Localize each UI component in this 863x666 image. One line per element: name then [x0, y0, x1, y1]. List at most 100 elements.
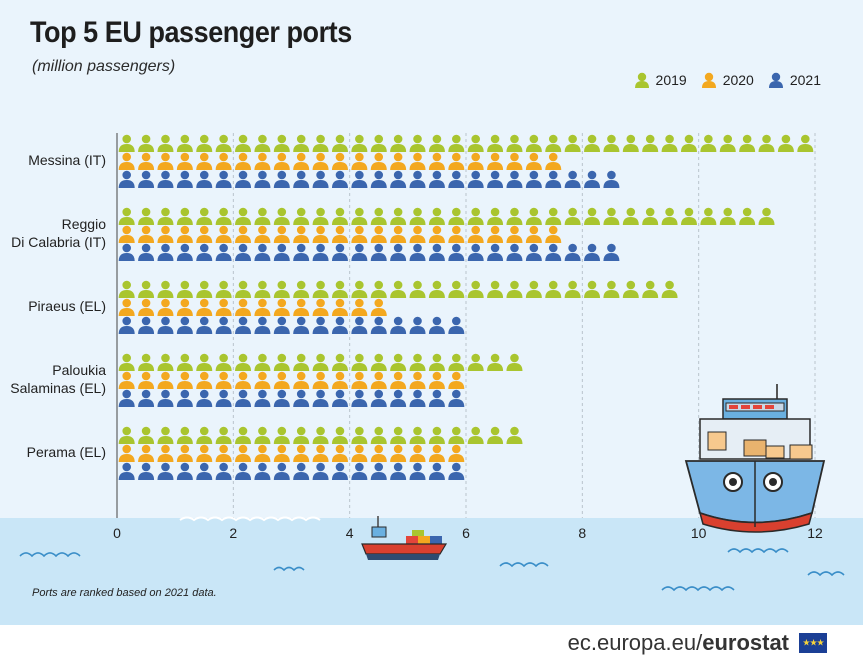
person-icon — [254, 426, 271, 444]
person-icon — [370, 462, 387, 480]
person-icon — [428, 426, 445, 444]
person-icon — [525, 280, 542, 298]
person-icon — [777, 134, 794, 152]
person-icon — [661, 207, 678, 225]
person-icon — [312, 152, 329, 170]
person-icon — [584, 243, 601, 261]
person-icon — [390, 225, 407, 243]
person-icon — [196, 134, 213, 152]
person-icon — [467, 225, 484, 243]
person-icon — [642, 134, 659, 152]
person-icon — [448, 353, 465, 371]
person-icon — [390, 316, 407, 334]
person-icon — [273, 426, 290, 444]
person-icon — [118, 444, 135, 462]
person-icon — [118, 280, 135, 298]
person-icon — [467, 426, 484, 444]
person-icon — [235, 426, 252, 444]
person-icon — [564, 207, 581, 225]
person-icon — [448, 371, 465, 389]
person-icon — [273, 225, 290, 243]
person-icon — [254, 298, 271, 316]
person-icon — [254, 152, 271, 170]
person-icon — [176, 298, 193, 316]
person-icon — [525, 134, 542, 152]
person-icon — [176, 426, 193, 444]
person-icon — [448, 170, 465, 188]
person-icon — [254, 134, 271, 152]
person-icon — [118, 298, 135, 316]
person-icon — [118, 170, 135, 188]
person-icon — [138, 170, 155, 188]
person-icon — [487, 243, 504, 261]
person-icon — [235, 243, 252, 261]
person-icon — [331, 389, 348, 407]
person-icon — [312, 280, 329, 298]
person-icon — [758, 207, 775, 225]
person-icon — [235, 280, 252, 298]
person-icon — [719, 134, 736, 152]
legend-label: 2019 — [655, 72, 687, 88]
person-icon — [312, 207, 329, 225]
person-icon — [351, 152, 368, 170]
person-icon — [409, 280, 426, 298]
person-icon — [235, 207, 252, 225]
footer-link[interactable]: ec.europa.eu/eurostat — [567, 630, 789, 655]
person-icon — [254, 316, 271, 334]
person-icon — [390, 389, 407, 407]
person-icon — [312, 426, 329, 444]
person-icon — [138, 298, 155, 316]
person-icon — [196, 462, 213, 480]
person-icon — [157, 389, 174, 407]
person-icon — [235, 152, 252, 170]
person-icon — [409, 389, 426, 407]
person-icon — [680, 207, 697, 225]
person-icon — [467, 280, 484, 298]
person-icon — [390, 353, 407, 371]
person-icon — [331, 152, 348, 170]
person-icon — [196, 207, 213, 225]
person-icon — [525, 225, 542, 243]
person-icon — [235, 444, 252, 462]
person-icon — [157, 353, 174, 371]
person-icon — [584, 207, 601, 225]
person-icon — [235, 298, 252, 316]
person-icon — [118, 316, 135, 334]
person-icon — [293, 152, 310, 170]
person-icon — [370, 298, 387, 316]
person-icon — [235, 134, 252, 152]
person-icon — [428, 225, 445, 243]
person-icon — [409, 207, 426, 225]
person-icon — [351, 444, 368, 462]
person-icon — [487, 134, 504, 152]
person-icon — [331, 225, 348, 243]
person-icon — [564, 280, 581, 298]
person-icon — [409, 371, 426, 389]
person-icon — [680, 134, 697, 152]
person-icon — [525, 207, 542, 225]
person-icon — [215, 152, 232, 170]
person-icon — [390, 280, 407, 298]
person-icon — [157, 280, 174, 298]
person-icon — [370, 371, 387, 389]
bar-2020 — [118, 298, 387, 316]
x-tick-label: 8 — [578, 525, 586, 541]
person-icon — [622, 134, 639, 152]
person-icon — [273, 298, 290, 316]
person-icon — [797, 134, 814, 152]
person-icon — [273, 389, 290, 407]
bar-2019 — [118, 207, 775, 225]
person-icon — [331, 170, 348, 188]
bar-2019 — [118, 353, 523, 371]
person-icon — [390, 444, 407, 462]
person-icon — [448, 225, 465, 243]
person-icon — [370, 444, 387, 462]
person-icon — [448, 280, 465, 298]
person-icon — [428, 389, 445, 407]
person-icon — [235, 389, 252, 407]
person-icon — [196, 170, 213, 188]
sea-band — [0, 518, 863, 625]
person-icon — [118, 389, 135, 407]
person-icon — [409, 462, 426, 480]
person-icon — [351, 134, 368, 152]
